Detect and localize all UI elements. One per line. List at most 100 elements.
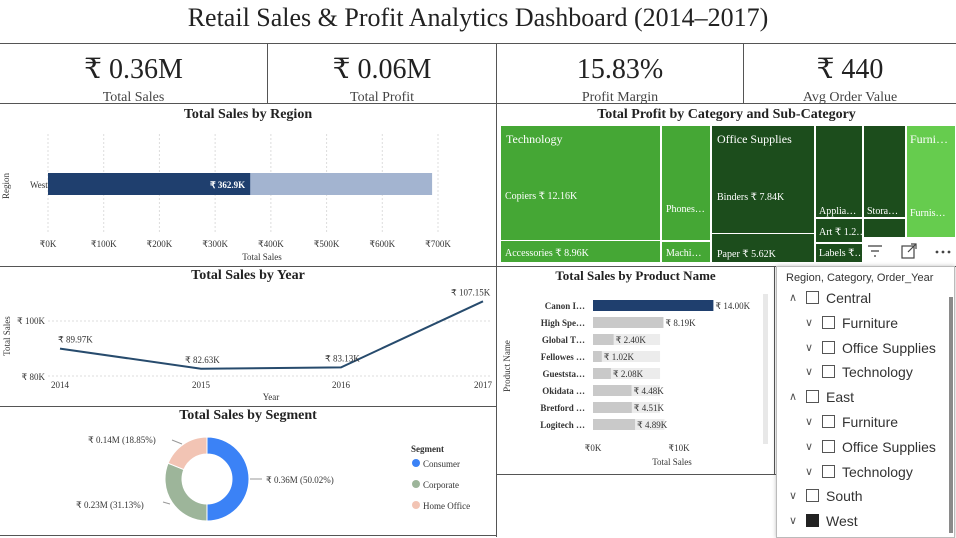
year-xtick: 2015 bbox=[192, 380, 211, 390]
region-ylabel: Region bbox=[1, 173, 11, 199]
checkbox[interactable] bbox=[806, 514, 819, 528]
chevron-down-icon[interactable]: ∨ bbox=[804, 316, 814, 329]
slicer-category-item[interactable]: ∨ Office Supplies bbox=[777, 435, 947, 459]
segment-slice-consumer[interactable] bbox=[206, 436, 250, 522]
slicer-scrollbar[interactable] bbox=[949, 297, 953, 533]
treemap-cat-label: Office Supplies bbox=[717, 132, 792, 146]
segment-chart[interactable]: ₹ 0.36M (50.02%) ₹ 0.23M (31.13%) ₹ 0.14… bbox=[0, 424, 496, 534]
legend-marker bbox=[412, 459, 420, 467]
chevron-down-icon[interactable]: ∨ bbox=[804, 366, 814, 379]
product-bar[interactable] bbox=[593, 300, 714, 311]
year-chart[interactable]: ₹ 100K ₹ 80K Total Sales ₹ 89.97K 2014 ₹ 8… bbox=[0, 284, 496, 406]
treemap-art[interactable]: Art ₹ 1.2… bbox=[815, 218, 863, 243]
treemap-labels[interactable]: Labels ₹… bbox=[815, 243, 863, 263]
segment-label-home-office: ₹ 0.14M (18.85%) bbox=[88, 435, 156, 445]
product-bar[interactable] bbox=[593, 351, 602, 362]
segment-slice-home-office[interactable] bbox=[167, 436, 208, 471]
slicer-item-label: Central bbox=[826, 290, 872, 306]
region-xtick: ₹300K bbox=[202, 239, 228, 249]
kpi-total-sales[interactable]: ₹ 0.36M Total Sales bbox=[0, 45, 267, 105]
slicer-item-label: Office Supplies bbox=[842, 339, 936, 356]
product-bar[interactable] bbox=[593, 419, 636, 430]
year-series-line[interactable] bbox=[59, 300, 484, 370]
chevron-down-icon[interactable]: ∨ bbox=[788, 490, 798, 503]
product-value-label: ₹ 8.19K bbox=[665, 318, 696, 328]
product-chart[interactable]: Product Name Canon I… ₹ 14.00K High Spe… ₹ … bbox=[497, 284, 774, 472]
slicer-region-item[interactable]: ∧ East bbox=[777, 385, 947, 409]
leader-line bbox=[162, 501, 171, 505]
product-category-label: Gueststa… bbox=[543, 369, 586, 379]
legend-marker bbox=[412, 480, 420, 488]
checkbox[interactable] bbox=[822, 365, 835, 379]
product-bar[interactable] bbox=[593, 368, 611, 379]
region-xtick: ₹600K bbox=[369, 239, 395, 249]
checkbox[interactable] bbox=[806, 291, 819, 304]
slicer-region-item[interactable]: ∨ West bbox=[777, 509, 947, 533]
kpi-profit-margin[interactable]: 15.83% Profit Margin bbox=[497, 45, 743, 105]
slicer-category-item[interactable]: ∨ Furniture bbox=[777, 410, 947, 434]
treemap-furniture[interactable]: Furni… Furnis… bbox=[906, 125, 956, 238]
focus-mode-icon[interactable] bbox=[900, 243, 918, 259]
product-value-label: ₹ 4.89K bbox=[637, 420, 668, 430]
filter-icon[interactable] bbox=[866, 243, 884, 259]
chevron-down-icon[interactable]: ∨ bbox=[804, 341, 814, 354]
kpi-avg-order-value[interactable]: ₹ 440 Avg Order Value bbox=[744, 45, 956, 105]
product-category-label: Okidata … bbox=[542, 386, 585, 396]
legend-item[interactable]: Corporate bbox=[423, 480, 459, 490]
chevron-up-icon[interactable]: ∧ bbox=[788, 391, 798, 404]
divider bbox=[0, 43, 956, 44]
checkbox[interactable] bbox=[822, 340, 835, 354]
region-xtick: ₹200K bbox=[147, 239, 173, 249]
checkbox[interactable] bbox=[822, 315, 835, 329]
product-value-label: ₹ 2.08K bbox=[613, 369, 644, 379]
treemap-phones[interactable]: Phones… bbox=[661, 125, 711, 241]
checkbox[interactable] bbox=[806, 489, 819, 503]
divider bbox=[496, 43, 497, 537]
scrollbar[interactable] bbox=[763, 294, 768, 444]
slicer-item-label: Technology bbox=[842, 364, 913, 381]
checkbox[interactable] bbox=[822, 415, 835, 428]
more-options-icon[interactable] bbox=[934, 243, 952, 259]
chevron-down-icon[interactable]: ∨ bbox=[804, 465, 814, 478]
slicer-region-item[interactable]: ∨ South bbox=[777, 484, 947, 508]
slicer-category-item[interactable]: ∨ Technology bbox=[777, 360, 947, 384]
chevron-up-icon[interactable]: ∧ bbox=[788, 292, 798, 304]
slicer-category-item[interactable]: ∨ Furniture bbox=[777, 311, 947, 335]
kpi-total-profit[interactable]: ₹ 0.06M Total Profit bbox=[268, 45, 496, 105]
chevron-down-icon[interactable]: ∨ bbox=[804, 416, 814, 428]
checkbox[interactable] bbox=[822, 439, 835, 453]
treemap-appliances[interactable]: Applia… bbox=[815, 125, 863, 218]
region-xtick: ₹700K bbox=[425, 239, 451, 249]
region-chart[interactable]: Region West ₹ 362.9K ₹0K ₹100K ₹200K ₹300K ₹… bbox=[0, 124, 496, 266]
product-value-label: ₹ 1.02K bbox=[604, 352, 635, 362]
chevron-down-icon[interactable]: ∨ bbox=[788, 515, 798, 528]
chevron-down-icon[interactable]: ∨ bbox=[804, 440, 814, 453]
kpi-label: Profit Margin bbox=[581, 90, 659, 105]
product-bar[interactable] bbox=[593, 317, 664, 328]
treemap-accessories[interactable]: Accessories ₹ 8.96K bbox=[500, 240, 661, 263]
treemap-storage[interactable]: Stora… bbox=[863, 125, 906, 218]
product-bar[interactable] bbox=[593, 385, 632, 396]
slicer-region-item[interactable]: ∧ Central bbox=[777, 286, 947, 310]
hierarchy-slicer[interactable]: Region, Category, Order_Year ∧ Central ∨ Fu… bbox=[776, 266, 955, 538]
slicer-item-label: Furniture bbox=[842, 414, 899, 430]
slicer-category-item[interactable]: ∨ Office Supplies bbox=[777, 336, 947, 360]
legend-item[interactable]: Home Office bbox=[423, 501, 470, 511]
region-xlabel: Total Sales bbox=[242, 252, 282, 262]
region-bar-west[interactable] bbox=[48, 173, 251, 195]
treemap-item-label: Art ₹ 1.2… bbox=[819, 227, 863, 238]
product-bar[interactable] bbox=[593, 402, 632, 413]
checkbox[interactable] bbox=[806, 390, 819, 404]
legend-item[interactable]: Consumer bbox=[423, 459, 460, 469]
product-bar[interactable] bbox=[593, 334, 614, 345]
treemap-paper[interactable]: Paper ₹ 5.62K bbox=[711, 233, 815, 263]
segment-slice-corporate[interactable] bbox=[164, 462, 208, 522]
treemap-item-label: Binders ₹ 7.84K bbox=[717, 192, 785, 203]
treemap-copiers[interactable]: Copiers ₹ 12.16K bbox=[500, 185, 661, 203]
year-ytick: ₹ 100K bbox=[17, 316, 45, 326]
slicer-category-item[interactable]: ∨ Technology bbox=[777, 460, 947, 484]
treemap-machines[interactable]: Machi… bbox=[661, 241, 711, 263]
treemap[interactable]: Technology Copiers ₹ 12.16K Accessories … bbox=[500, 125, 956, 263]
treemap-item-label: Machi… bbox=[666, 248, 702, 259]
checkbox[interactable] bbox=[822, 464, 835, 478]
